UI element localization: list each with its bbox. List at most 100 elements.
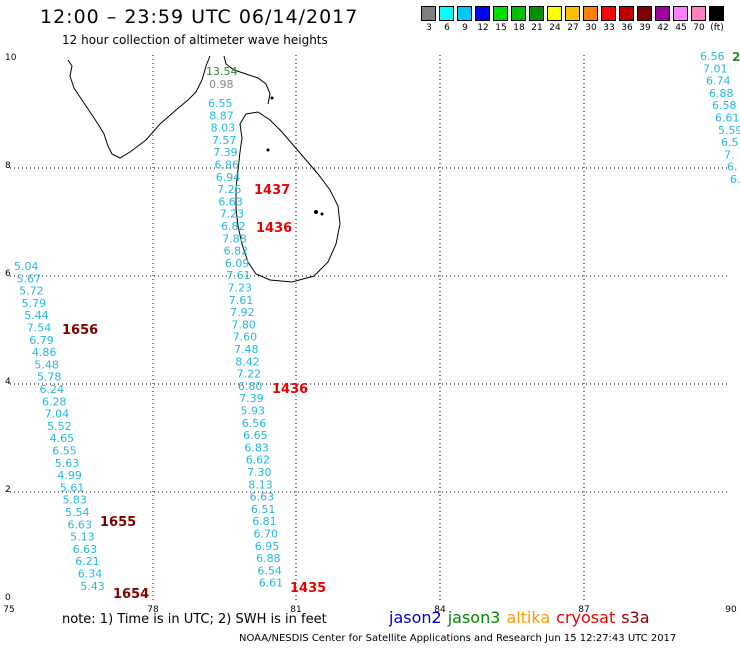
mission-altika: altika xyxy=(506,608,551,627)
swh-value-east: 7.01 xyxy=(703,62,728,75)
swh-value-west: 5.72 xyxy=(19,285,43,298)
map-title: 12:00 – 23:59 UTC 06/14/2017 xyxy=(40,6,359,28)
swh-value-central: 6.54 xyxy=(257,564,282,577)
scale-label: 24 xyxy=(549,23,561,33)
scale-swatch xyxy=(655,6,670,21)
swh-value-west: 6.24 xyxy=(40,383,65,396)
pass-time-label: 1656 xyxy=(62,323,98,338)
swh-value-east: 6. xyxy=(727,161,738,174)
swh-value-central: 6.88 xyxy=(256,552,281,565)
swh-value-central: 0.98 xyxy=(209,78,234,91)
swh-value-east: 6. xyxy=(730,173,740,186)
scale-label: 70 xyxy=(693,23,705,33)
swh-value-west: 6.79 xyxy=(29,334,54,347)
swh-value-central: 7.61 xyxy=(226,269,251,282)
swh-value-central: 6.51 xyxy=(251,503,276,516)
scale-label: 3 xyxy=(426,23,432,33)
swh-value-west: 5.04 xyxy=(14,260,39,273)
swh-value-west: 4.65 xyxy=(50,432,74,445)
scale-swatch xyxy=(421,6,436,21)
swh-value-central: 6.63 xyxy=(218,195,243,208)
swh-value-central: 7.80 xyxy=(231,318,256,331)
swh-value-east: 6.88 xyxy=(709,87,734,100)
x-axis-tick: 84 xyxy=(434,605,446,615)
mission-s3a: s3a xyxy=(621,608,650,627)
swh-value-west: 6.55 xyxy=(52,445,77,458)
swh-value-central: 6.83 xyxy=(244,441,269,454)
swh-value-west: 7.04 xyxy=(45,408,70,421)
pass-time-label: 1655 xyxy=(100,515,136,530)
swh-value-central: 7.22 xyxy=(237,368,262,381)
swh-value-central: 6.63 xyxy=(250,491,275,504)
scale-label: 36 xyxy=(621,23,633,33)
x-axis-tick: 75 xyxy=(3,605,14,615)
swh-value-central: 7.60 xyxy=(233,331,258,344)
swh-value-west: 5.63 xyxy=(55,457,80,470)
swh-value-central: 7.23 xyxy=(228,282,253,295)
swh-value-central: 7.48 xyxy=(234,343,259,356)
scale-label: 12 xyxy=(477,23,489,33)
swh-value-central: 7.88 xyxy=(222,232,247,245)
swh-value-central: 6.55 xyxy=(208,97,233,110)
swh-value-east: 6.74 xyxy=(706,75,731,88)
pass-time-label: 1654 xyxy=(113,587,149,602)
scale-label: 21 xyxy=(531,23,543,33)
scale-swatch xyxy=(637,6,652,21)
mission-cryosat: cryosat xyxy=(556,608,616,627)
swh-value-central: 7.23 xyxy=(220,208,245,221)
scale-label: 30 xyxy=(585,23,597,33)
swh-value-west: 5.43 xyxy=(80,580,105,593)
scale-swatch xyxy=(475,6,490,21)
pass-time-label: 1437 xyxy=(254,183,290,198)
scale-label: 45 xyxy=(675,23,687,33)
swh-value-central: 6.95 xyxy=(255,540,279,553)
y-axis-tick: 8 xyxy=(5,161,11,171)
swh-value-central: 6.94 xyxy=(216,171,241,184)
mission-jason2: jason2 xyxy=(389,608,442,627)
swh-value-west: 5.13 xyxy=(70,531,95,544)
scale-swatch xyxy=(583,6,598,21)
y-axis-tick: 10 xyxy=(5,53,17,63)
swh-value-central: 6.86 xyxy=(215,159,240,172)
swh-value-east: 2 xyxy=(732,50,740,64)
swh-value-west: 6.21 xyxy=(75,555,100,568)
sri-lanka-outline xyxy=(235,111,341,283)
map-subtitle: 12 hour collection of altimeter wave hei… xyxy=(62,33,328,47)
swh-value-central: 6.81 xyxy=(252,515,277,528)
swh-value-central: 8.87 xyxy=(209,109,234,122)
swh-value-west: 6.34 xyxy=(78,568,103,581)
swh-value-central: 7.39 xyxy=(213,146,238,159)
swh-value-east: 6.5 xyxy=(721,136,739,149)
swh-value-west: 4.99 xyxy=(57,469,82,482)
swh-value-west: 5.83 xyxy=(62,494,86,507)
y-axis-tick: 2 xyxy=(5,485,11,495)
scale-swatch xyxy=(601,6,616,21)
swh-value-west: 7.54 xyxy=(27,322,52,335)
swh-value-central: 7.92 xyxy=(230,306,255,319)
scale-swatch xyxy=(691,6,706,21)
x-axis-tick: 81 xyxy=(290,605,301,615)
swh-value-east: 6.56 xyxy=(700,50,725,63)
scale-swatch xyxy=(709,6,724,21)
swh-value-west: 6.63 xyxy=(68,518,93,531)
swh-value-central: 8.03 xyxy=(211,122,236,135)
scale-label: 18 xyxy=(513,23,525,33)
swh-value-west: 5.67 xyxy=(17,272,42,285)
swh-value-east: 6.58 xyxy=(712,99,737,112)
swh-value-central: 6.82 xyxy=(224,245,249,258)
swh-value-central: 6.09 xyxy=(225,257,250,270)
swh-value-east: 5.59 xyxy=(718,124,740,137)
swh-value-central: 7.25 xyxy=(217,183,242,196)
swh-value-west: 5.79 xyxy=(22,297,47,310)
credit-line: NOAA/NESDIS Center for Satellite Applica… xyxy=(239,633,677,644)
scale-label: (ft) xyxy=(710,23,724,33)
y-axis-tick: 6 xyxy=(5,269,11,279)
swh-value-central: 6.82 xyxy=(221,220,246,233)
mission-legend: jason2 jason3 altika cryosat s3a xyxy=(389,608,656,627)
scale-swatch xyxy=(529,6,544,21)
swh-value-central: 7.61 xyxy=(229,294,254,307)
y-axis-tick: 0 xyxy=(5,593,11,603)
swh-value-central: 6.65 xyxy=(243,429,268,442)
swh-value-west: 6.63 xyxy=(73,543,98,556)
mission-jason3: jason3 xyxy=(447,608,501,627)
